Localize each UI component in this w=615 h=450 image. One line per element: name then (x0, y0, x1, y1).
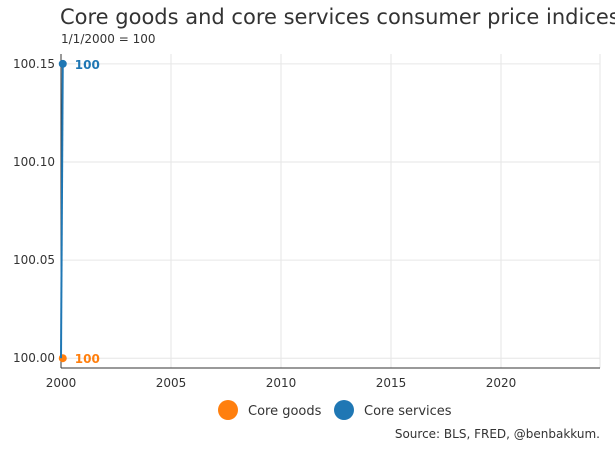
x-tick-label: 2015 (376, 376, 407, 390)
legend-item-core-goods[interactable]: Core goods (218, 400, 322, 420)
x-tick-label: 2000 (46, 376, 77, 390)
data-label-layer: 100 100 (75, 58, 100, 366)
core-services-series-line (60, 63, 64, 359)
y-tick-label: 100.15 (13, 57, 55, 71)
legend[interactable]: Core goods Core services (218, 400, 452, 420)
chart-subtitle: 1/1/2000 = 100 (61, 32, 156, 46)
core-goods-end-label: 100 (75, 352, 100, 366)
y-tick-label: 100.00 (13, 351, 55, 365)
source-note: Source: BLS, FRED, @benbakkum. (394, 427, 600, 441)
core-goods-end-marker (58, 354, 67, 363)
y-tick-label: 100.05 (13, 253, 55, 267)
legend-label: Core goods (248, 404, 322, 419)
series-layer (58, 59, 67, 363)
legend-item-core-services[interactable]: Core services (334, 400, 452, 420)
core-services-end-label: 100 (75, 58, 100, 72)
axis-layer: 2000 2005 2010 2015 2020 100.00 100.05 100.10 10… (13, 54, 600, 390)
legend-label: Core services (364, 404, 452, 419)
x-tick-label: 2010 (266, 376, 297, 390)
legend-swatch (334, 400, 354, 420)
x-tick-label: 2005 (156, 376, 187, 390)
grid-layer (61, 54, 601, 368)
x-tick-label: 2020 (486, 376, 517, 390)
chart-title: Core goods and core services consumer pr… (60, 5, 615, 29)
legend-swatch (218, 400, 238, 420)
core-services-end-marker (58, 59, 67, 68)
y-tick-label: 100.10 (13, 155, 55, 169)
